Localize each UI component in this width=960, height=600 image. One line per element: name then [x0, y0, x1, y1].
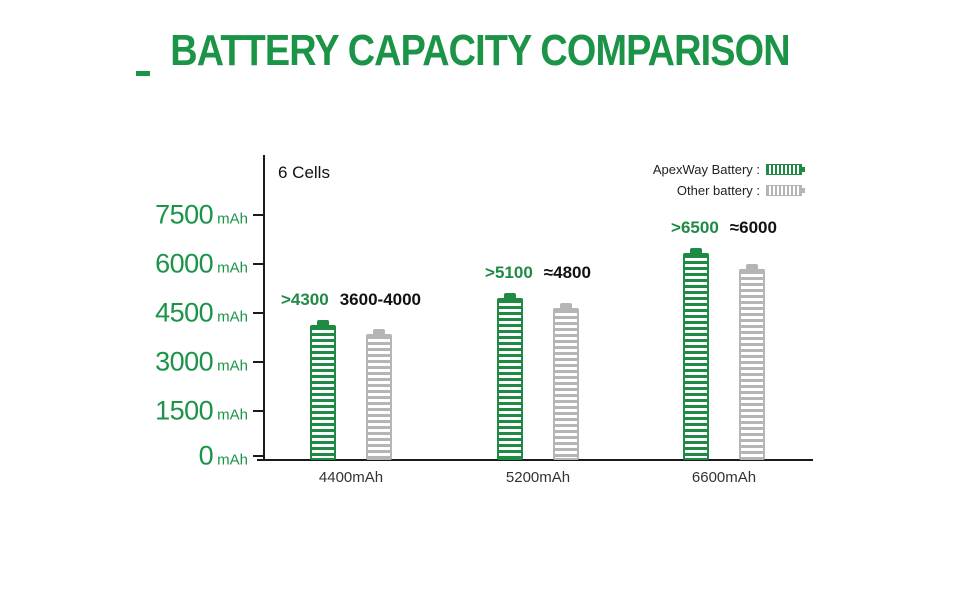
y-tick-unit: mAh [217, 357, 248, 375]
other-value-label: ≈4800 [543, 263, 591, 282]
other-battery-icon [766, 185, 805, 196]
battery-body [553, 308, 579, 460]
y-axis-tick-label: 6000 mAh [155, 248, 248, 279]
bar-value-labels: >5100 ≈4800 [485, 263, 591, 283]
x-axis-category-label: 4400mAh [318, 469, 384, 486]
y-axis-tick-label: 0 mAh [198, 440, 248, 471]
y-axis-tick-mark [253, 361, 264, 363]
legend-label-other: Other battery : [676, 183, 760, 198]
battery-body [497, 298, 523, 460]
y-tick-value: 7500 [155, 199, 214, 230]
apexway-battery-bar [497, 293, 523, 460]
battery-body [683, 253, 709, 460]
bar-value-labels: >4300 3600-4000 [280, 290, 422, 310]
other-battery-bar [739, 264, 765, 460]
x-axis-category-label: 6600mAh [691, 469, 757, 486]
bar-value-labels: >6500 ≈6000 [671, 218, 777, 238]
apexway-battery-icon [766, 164, 805, 175]
battery-terminal [802, 167, 805, 172]
apexway-battery-bar [683, 248, 709, 460]
y-axis-tick-label: 7500 mAh [155, 199, 248, 230]
legend-item-apexway: ApexWay Battery : [652, 162, 805, 177]
other-battery-bar [553, 303, 579, 460]
battery-cap [373, 329, 385, 334]
y-axis-tick-mark [253, 312, 264, 314]
y-tick-value: 3000 [155, 346, 214, 377]
apexway-value-label: >5100 [485, 263, 533, 282]
apexway-value-label: >6500 [671, 218, 719, 237]
y-tick-value: 4500 [155, 297, 214, 328]
legend-label-apexway: ApexWay Battery : [652, 162, 760, 177]
battery-body [366, 334, 392, 460]
y-axis-tick-mark [253, 263, 264, 265]
y-tick-value: 0 [198, 440, 214, 471]
chart-legend: ApexWay Battery : Other battery : [652, 162, 805, 198]
battery-body [739, 269, 765, 460]
page-title: BATTERY CAPACITY COMPARISON [170, 26, 790, 75]
y-axis-line [263, 155, 265, 461]
battery-cap [690, 248, 702, 253]
y-tick-unit: mAh [217, 308, 248, 326]
x-axis-category-label: 5200mAh [505, 469, 571, 486]
battery-body [310, 325, 336, 460]
battery-cap [317, 320, 329, 325]
y-axis-tick-mark [253, 455, 264, 457]
other-value-label: 3600-4000 [339, 290, 422, 309]
y-tick-unit: mAh [217, 210, 248, 228]
y-axis-tick-label: 3000 mAh [155, 346, 248, 377]
x-axis-line [257, 459, 813, 461]
other-battery-bar [366, 329, 392, 460]
y-axis-tick-mark [253, 214, 264, 216]
battery-cap [504, 293, 516, 298]
y-axis-tick-label: 1500 mAh [155, 395, 248, 426]
apexway-battery-bar [310, 320, 336, 460]
cells-count-label: 6 Cells [278, 163, 330, 182]
apexway-value-label: >4300 [280, 290, 329, 309]
legend-item-other: Other battery : [676, 183, 805, 198]
y-tick-unit: mAh [217, 406, 248, 424]
y-tick-value: 1500 [155, 395, 214, 426]
battery-cap [746, 264, 758, 269]
battery-terminal [802, 188, 805, 193]
battery-cap [560, 303, 572, 308]
title-accent-dash [136, 71, 150, 76]
y-tick-unit: mAh [217, 451, 248, 469]
y-tick-unit: mAh [217, 259, 248, 277]
y-axis-tick-mark [253, 410, 264, 412]
other-value-label: ≈6000 [729, 218, 777, 237]
y-tick-value: 6000 [155, 248, 214, 279]
y-axis-tick-label: 4500 mAh [155, 297, 248, 328]
